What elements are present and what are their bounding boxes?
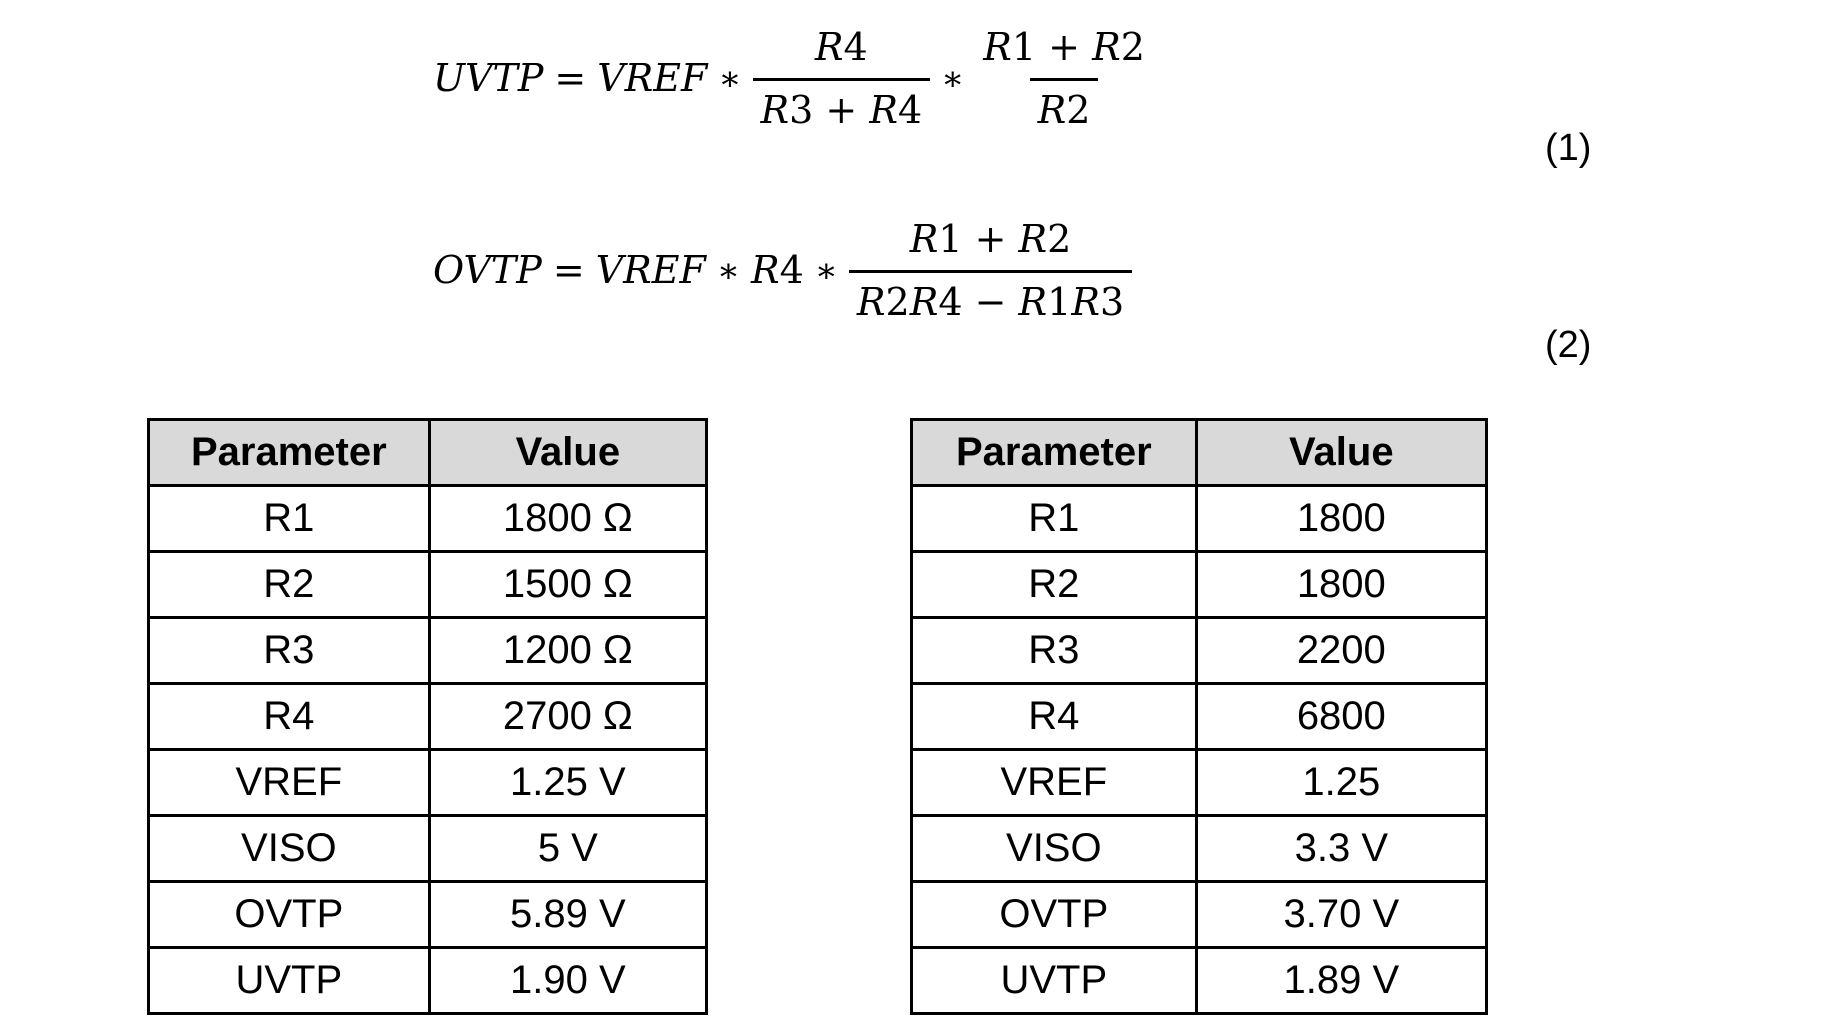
value-cell: 1800 xyxy=(1194,550,1489,619)
equation2-r4-term: R4 xyxy=(750,248,804,293)
table-row: UVTP 1.89 V xyxy=(910,946,1489,1015)
value-cell: 2700 Ω xyxy=(427,682,709,751)
parameter-cell: VREF xyxy=(147,748,431,817)
table-row: VREF 1.25 xyxy=(910,748,1489,817)
table-row: OVTP 5.89 V xyxy=(147,880,709,949)
numerator: R4 xyxy=(814,25,868,69)
value-cell: 1500 Ω xyxy=(427,550,709,619)
denominator: R3 + R4 xyxy=(752,77,931,132)
value-cell: 1.90 V xyxy=(427,946,709,1015)
value-cell: 1.25 xyxy=(1194,748,1489,817)
multiply-operator: ∗ xyxy=(716,250,740,291)
value-cell: 6800 xyxy=(1194,682,1489,751)
table-row: VISO 3.3 V xyxy=(910,814,1489,883)
value-cell: 1800 Ω xyxy=(427,484,709,553)
table-header-row: Parameter Value xyxy=(910,418,1489,487)
parameter-cell: R2 xyxy=(147,550,431,619)
equation2-vref-term: VREF xyxy=(595,248,706,293)
multiply-operator: ∗ xyxy=(718,58,742,99)
parameter-cell: UVTP xyxy=(147,946,431,1015)
parameter-cell: R4 xyxy=(147,682,431,751)
multiply-operator: ∗ xyxy=(941,58,965,99)
table-row: R1 1800 xyxy=(910,484,1489,553)
parameter-cell: R4 xyxy=(910,682,1198,751)
denominator: R2R4 − R1R3 xyxy=(848,269,1133,324)
table-row: R4 2700 Ω xyxy=(147,682,709,751)
table-row: VISO 5 V xyxy=(147,814,709,883)
equation2-lhs: OVTP xyxy=(433,248,542,293)
equals-sign: = xyxy=(552,248,585,293)
value-cell: 3.3 V xyxy=(1194,814,1489,883)
fraction: R1 + R2 R2R4 − R1R3 xyxy=(848,217,1133,324)
parameter-cell: R3 xyxy=(147,616,431,685)
value-cell: 5 V xyxy=(427,814,709,883)
table-row: OVTP 3.70 V xyxy=(910,880,1489,949)
value-cell: 5.89 V xyxy=(427,880,709,949)
equation-number-1: (1) xyxy=(1545,127,1592,169)
parameter-header: Parameter xyxy=(910,418,1198,487)
table-row: R2 1800 xyxy=(910,550,1489,619)
numerator: R1 + R2 xyxy=(909,217,1072,261)
table-row: R1 1800 Ω xyxy=(147,484,709,553)
value-cell: 1200 Ω xyxy=(427,616,709,685)
parameter-cell: VREF xyxy=(910,748,1198,817)
parameter-cell: R1 xyxy=(910,484,1198,553)
uvtp-equation: UVTP = VREF ∗ R4 R3 + R4 ∗ R1 + R2 R2 xyxy=(433,25,1153,132)
value-cell: 2200 xyxy=(1194,616,1489,685)
denominator: R2 xyxy=(1029,77,1099,132)
table-row: VREF 1.25 V xyxy=(147,748,709,817)
numerator: R1 + R2 xyxy=(983,25,1145,69)
parameter-cell: UVTP xyxy=(910,946,1198,1015)
fraction: R1 + R2 R2 xyxy=(975,25,1153,132)
parameters-table-left: Parameter Value R1 1800 Ω R2 1500 Ω R3 1… xyxy=(147,418,709,1015)
parameter-cell: OVTP xyxy=(147,880,431,949)
value-cell: 1800 xyxy=(1194,484,1489,553)
value-header: Value xyxy=(1194,418,1489,487)
fraction: R4 R3 + R4 xyxy=(752,25,931,132)
equation1-lhs: UVTP xyxy=(433,56,544,101)
parameter-cell: VISO xyxy=(147,814,431,883)
equation1-vref-term: VREF xyxy=(597,56,708,101)
table-row: R3 2200 xyxy=(910,616,1489,685)
parameter-cell: VISO xyxy=(910,814,1198,883)
parameter-cell: R1 xyxy=(147,484,431,553)
value-cell: 1.25 V xyxy=(427,748,709,817)
table-row: UVTP 1.90 V xyxy=(147,946,709,1015)
parameter-cell: OVTP xyxy=(910,880,1198,949)
multiply-operator: ∗ xyxy=(814,250,838,291)
value-cell: 3.70 V xyxy=(1194,880,1489,949)
ovtp-equation: OVTP = VREF ∗ R4 ∗ R1 + R2 R2R4 − R1R3 xyxy=(433,217,1133,324)
table-row: R3 1200 Ω xyxy=(147,616,709,685)
table-row: R2 1500 Ω xyxy=(147,550,709,619)
value-cell: 1.89 V xyxy=(1194,946,1489,1015)
equals-sign: = xyxy=(554,56,587,101)
table-header-row: Parameter Value xyxy=(147,418,709,487)
parameter-header: Parameter xyxy=(147,418,431,487)
parameters-table-right: Parameter Value R1 1800 R2 1800 R3 2200 … xyxy=(910,418,1489,1015)
parameter-cell: R2 xyxy=(910,550,1198,619)
value-header: Value xyxy=(427,418,709,487)
table-row: R4 6800 xyxy=(910,682,1489,751)
parameter-cell: R3 xyxy=(910,616,1198,685)
equation-number-2: (2) xyxy=(1545,324,1592,366)
